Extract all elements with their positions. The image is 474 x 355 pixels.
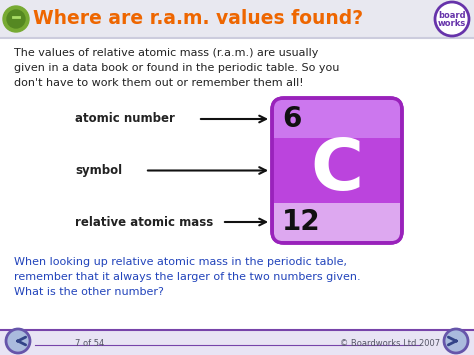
FancyBboxPatch shape bbox=[0, 0, 474, 38]
Text: works: works bbox=[438, 18, 466, 27]
FancyBboxPatch shape bbox=[272, 98, 402, 243]
Text: ..: .. bbox=[458, 22, 462, 27]
Text: The values of relative atomic mass (r.a.m.) are usually
given in a data book or : The values of relative atomic mass (r.a.… bbox=[14, 48, 339, 88]
FancyBboxPatch shape bbox=[274, 203, 400, 241]
Text: 6: 6 bbox=[282, 105, 301, 133]
Text: © Boardworks Ltd 2007: © Boardworks Ltd 2007 bbox=[340, 339, 440, 349]
Text: board: board bbox=[438, 11, 466, 20]
Text: Where are r.a.m. values found?: Where are r.a.m. values found? bbox=[33, 10, 363, 28]
Circle shape bbox=[444, 329, 468, 353]
Text: When looking up relative atomic mass in the periodic table,
remember that it alw: When looking up relative atomic mass in … bbox=[14, 257, 361, 282]
FancyBboxPatch shape bbox=[0, 38, 474, 355]
Text: C: C bbox=[310, 136, 364, 205]
Circle shape bbox=[3, 6, 29, 32]
Circle shape bbox=[7, 10, 25, 28]
Circle shape bbox=[435, 2, 469, 36]
FancyBboxPatch shape bbox=[274, 138, 400, 203]
Text: 12: 12 bbox=[282, 208, 320, 236]
Text: What is the other number?: What is the other number? bbox=[14, 287, 164, 297]
Text: symbol: symbol bbox=[75, 164, 122, 177]
FancyBboxPatch shape bbox=[0, 330, 474, 355]
Circle shape bbox=[6, 329, 30, 353]
Text: atomic number: atomic number bbox=[75, 113, 175, 126]
Text: 7 of 54: 7 of 54 bbox=[75, 339, 105, 349]
Text: relative atomic mass: relative atomic mass bbox=[75, 215, 213, 229]
FancyBboxPatch shape bbox=[274, 100, 400, 138]
